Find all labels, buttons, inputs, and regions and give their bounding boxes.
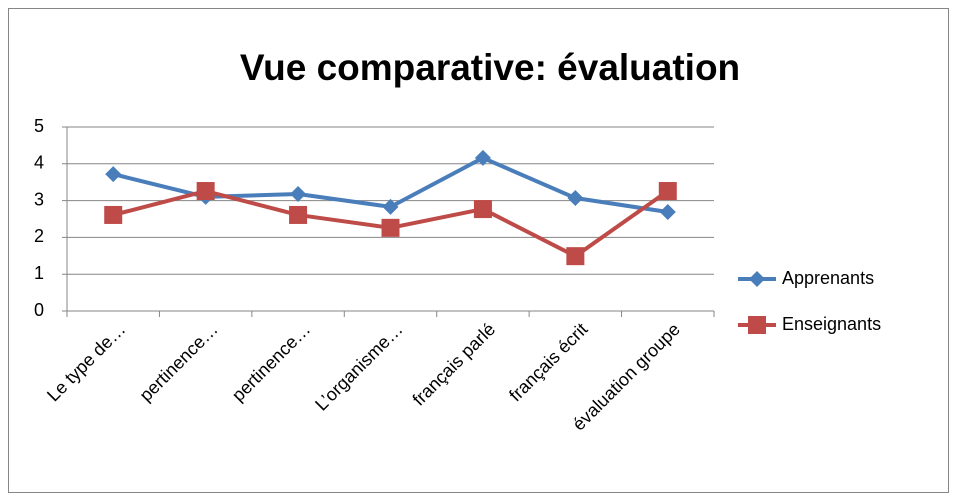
y-tick-label: 2	[34, 226, 44, 246]
point	[659, 204, 676, 221]
legend-marker	[749, 271, 765, 287]
point	[196, 182, 215, 201]
legend-marker	[748, 316, 766, 334]
point	[474, 149, 491, 166]
point	[473, 200, 492, 219]
y-tick-label: 3	[34, 189, 44, 209]
point	[381, 218, 400, 237]
y-tick-label: 1	[34, 263, 44, 283]
point	[290, 185, 307, 202]
point	[567, 190, 584, 207]
point	[382, 198, 399, 215]
point	[566, 247, 585, 266]
y-tick-label: 0	[34, 300, 44, 320]
y-tick-label: 4	[34, 153, 44, 173]
legend-label: Enseignants	[782, 314, 881, 334]
point	[104, 205, 123, 224]
legend-label: Apprenants	[782, 268, 874, 288]
chart-title: Vue comparative: évaluation	[240, 47, 740, 88]
point	[289, 205, 308, 224]
chart-border	[8, 8, 949, 493]
point	[105, 166, 122, 183]
point	[658, 182, 677, 201]
y-tick-label: 5	[34, 116, 44, 136]
